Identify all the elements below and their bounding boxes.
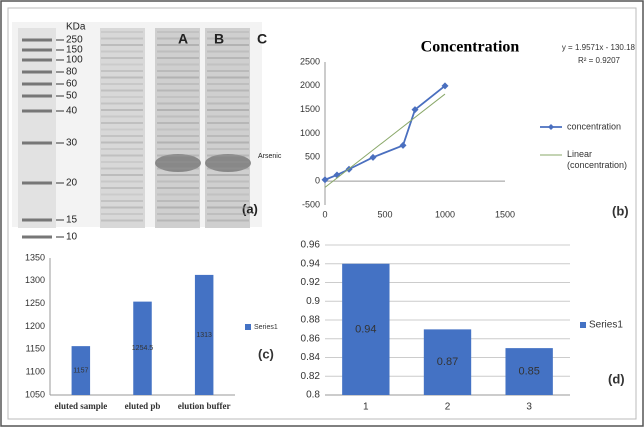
marker-label: 80 (66, 67, 78, 78)
panel-label: (c) (258, 346, 274, 361)
legend-label: Series1 (589, 320, 623, 331)
marker-label: 15 (66, 215, 78, 226)
x-tick-label: 2 (445, 402, 451, 413)
x-tick-label: elution buffer (178, 401, 231, 411)
y-tick-label: 0.86 (301, 333, 321, 344)
y-tick-label: 1250 (25, 298, 45, 308)
value-label: 1157 (73, 367, 88, 374)
y-tick-label: 500 (305, 152, 320, 162)
marker-label: 30 (66, 138, 78, 149)
legend-swatch (245, 324, 251, 330)
x-tick-label: 1500 (495, 209, 515, 219)
ladder-lane (18, 28, 56, 228)
y-tick-label: 1500 (300, 104, 320, 114)
x-tick-label: 500 (377, 209, 392, 219)
page: {"gel":{"unit":"KDa","markers":["250","1… (0, 0, 644, 427)
y-tick-label: 0.8 (306, 390, 320, 401)
lane-label: A (178, 31, 188, 47)
marker-label: 100 (66, 55, 83, 66)
x-tick-label: 1000 (435, 209, 455, 219)
value-label: 1254.5 (132, 345, 154, 352)
x-tick-label: eluted sample (54, 401, 107, 411)
y-tick-label: 2000 (300, 80, 320, 90)
y-tick-label: 0.96 (301, 240, 321, 251)
lane-label: B (214, 31, 224, 47)
y-tick-label: 0.82 (301, 371, 321, 382)
value-label: 1313 (196, 332, 212, 339)
y-tick-label: 1000 (300, 128, 320, 138)
annotation: Arsenic (258, 153, 282, 160)
figure: KDa (a) Arsenic 250150100806050403020151… (0, 0, 644, 427)
marker-label: 60 (66, 79, 78, 90)
x-tick-label: eluted pb (125, 401, 161, 411)
marker-label: 50 (66, 91, 78, 102)
value-label: 0.94 (355, 323, 376, 335)
y-tick-label: 0.84 (301, 352, 321, 363)
y-tick-label: 1050 (25, 389, 45, 399)
y-tick-label: 1150 (26, 344, 45, 354)
y-tick-label: 2500 (300, 56, 320, 66)
value-label: 0.87 (437, 356, 458, 368)
y-tick-label: 0.92 (301, 277, 321, 288)
y-tick-label: 0.88 (301, 315, 321, 326)
x-tick-label: 1 (363, 402, 369, 413)
x-tick-label: 0 (322, 209, 327, 219)
y-tick-label: 1300 (25, 275, 45, 285)
x-tick-label: 3 (526, 402, 532, 413)
marker-label: 40 (66, 106, 78, 117)
panel-label: (b) (612, 203, 629, 218)
r-squared: R² = 0.9207 (578, 56, 621, 65)
y-tick-label: 1200 (25, 321, 45, 331)
panel-label: (d) (608, 371, 625, 386)
y-tick-label: 1100 (26, 367, 45, 377)
chart-title: Concentration (421, 39, 520, 56)
legend-label: Series1 (254, 324, 278, 331)
unit-label: KDa (66, 22, 86, 33)
y-tick-label: 1350 (25, 252, 45, 262)
gel-image: KDa (a) Arsenic 250150100806050403020151… (12, 22, 282, 243)
y-tick-label: 0 (315, 176, 320, 186)
lane-label: C (257, 31, 267, 47)
y-tick-label: -500 (302, 199, 320, 209)
value-label: 0.85 (518, 365, 539, 377)
marker-label: 10 (66, 232, 78, 243)
y-tick-label: 0.9 (306, 296, 320, 307)
legend-swatch (580, 322, 586, 328)
y-tick-label: 0.94 (301, 258, 321, 269)
equation: y = 1.9571x - 130.18 (562, 43, 636, 52)
legend-label: concentration (567, 121, 621, 131)
marker-label: 20 (66, 178, 78, 189)
